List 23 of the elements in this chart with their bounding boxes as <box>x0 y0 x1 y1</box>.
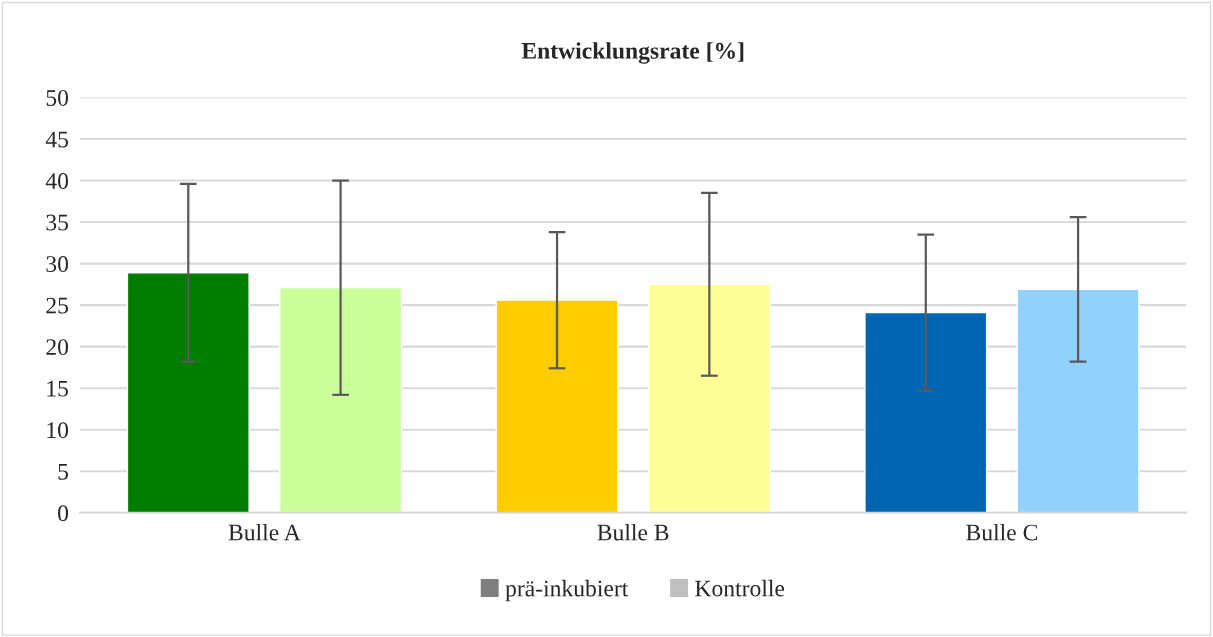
y-tick-label: 35 <box>46 214 69 231</box>
y-tick-label: 10 <box>47 422 69 439</box>
y-tick-label: 45 <box>45 131 69 148</box>
text: Kontrolle <box>695 579 785 597</box>
bar <box>647 283 771 513</box>
y-tick-label: 40 <box>45 173 69 189</box>
chart-title: Entwicklungsrate [%] <box>521 42 744 64</box>
x-tick-label: Bulle C <box>966 523 1038 541</box>
text: prä-inkubiert <box>505 579 629 602</box>
y-tick-label: 25 <box>46 297 69 314</box>
y-tick-label: 15 <box>47 380 69 397</box>
x-tick-label: Bulle B <box>597 523 669 541</box>
bar <box>864 311 988 513</box>
y-tick-label: 20 <box>46 339 69 356</box>
bar <box>279 286 403 513</box>
y-tick-label: 5 <box>58 463 69 480</box>
y-tick-label: 50 <box>46 89 69 106</box>
bar <box>126 272 250 513</box>
bar <box>495 299 619 513</box>
x-tick-label: Bulle A <box>228 523 301 541</box>
y-tick-label: 30 <box>46 256 69 273</box>
y-tick-label: 0 <box>58 505 69 522</box>
bar <box>1016 288 1140 513</box>
